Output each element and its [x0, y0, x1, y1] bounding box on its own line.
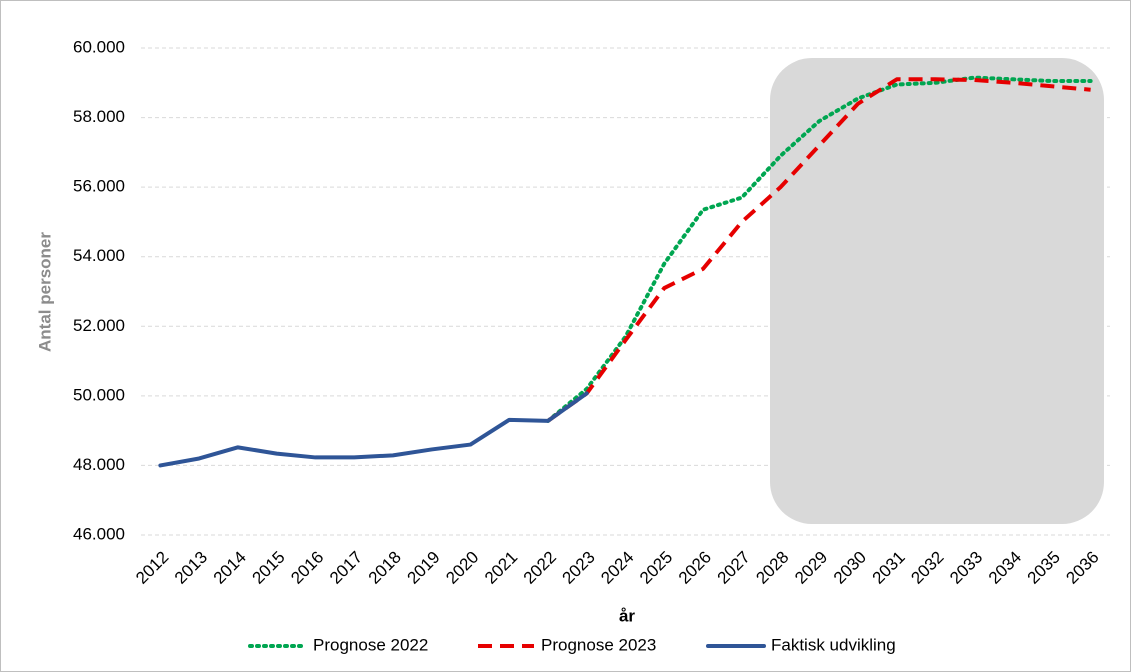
series-line — [545, 75, 1093, 423]
legend-label: Prognose 2022 — [313, 635, 428, 654]
y-tick-label: 48.000 — [73, 455, 125, 474]
series-line — [158, 391, 589, 468]
forecast-shade — [770, 58, 1104, 524]
y-tick-label: 58.000 — [73, 107, 125, 126]
y-tick-label: 52.000 — [73, 316, 125, 335]
y-axis-label: Antal personer — [35, 232, 54, 352]
y-tick-label: 60.000 — [73, 37, 125, 56]
series-line — [546, 77, 1091, 423]
y-tick-label: 56.000 — [73, 177, 125, 196]
legend-label: Faktisk udvikling — [771, 635, 896, 654]
y-tick-label: 46.000 — [73, 524, 125, 543]
y-tick-label: 50.000 — [73, 385, 125, 404]
x-axis-label: år — [619, 606, 635, 625]
legend-label: Prognose 2023 — [541, 635, 656, 654]
y-tick-label: 54.000 — [73, 246, 125, 265]
